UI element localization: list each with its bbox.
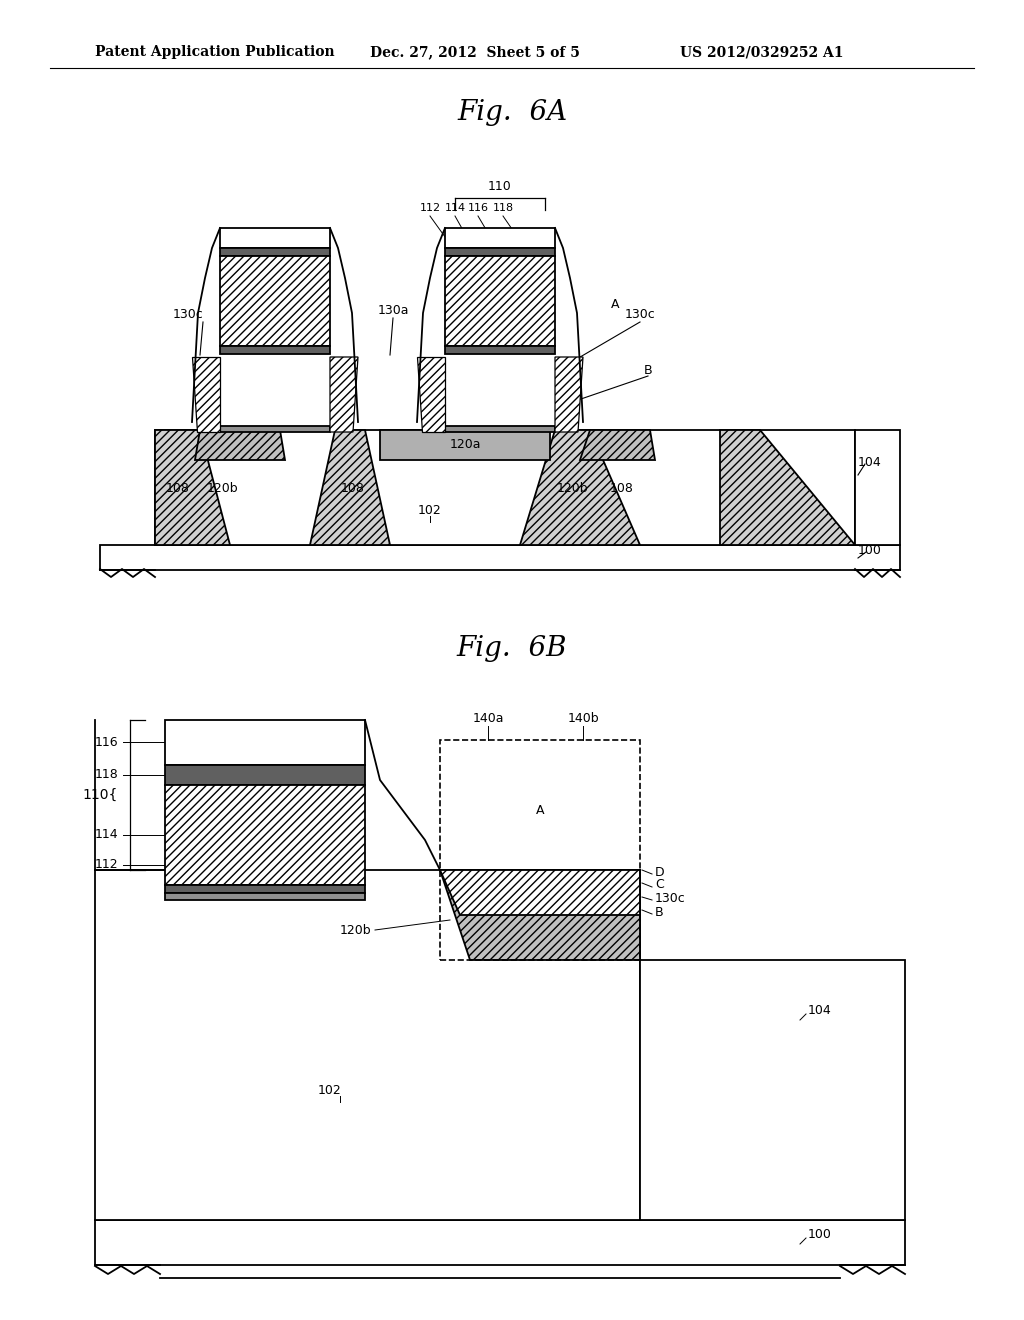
Text: 120b: 120b <box>206 482 238 495</box>
Text: 108: 108 <box>610 482 634 495</box>
Text: 102: 102 <box>318 1084 342 1097</box>
Polygon shape <box>380 430 550 459</box>
Text: 140a: 140a <box>472 711 504 725</box>
Text: A: A <box>610 298 620 312</box>
Text: 100: 100 <box>858 544 882 557</box>
Bar <box>220 426 330 432</box>
Text: 108: 108 <box>166 482 189 495</box>
Bar <box>445 346 555 354</box>
Bar <box>100 545 900 570</box>
Text: 114: 114 <box>444 203 466 213</box>
Text: Fig.  6B: Fig. 6B <box>457 635 567 661</box>
Text: 108: 108 <box>341 482 365 495</box>
Bar <box>95 870 640 1220</box>
Text: 112: 112 <box>420 203 440 213</box>
Text: 116: 116 <box>468 203 488 213</box>
Bar <box>220 346 330 354</box>
Polygon shape <box>440 870 640 915</box>
Bar <box>220 248 330 256</box>
Polygon shape <box>580 430 655 459</box>
Bar <box>855 430 900 545</box>
Text: 112: 112 <box>94 858 118 871</box>
Text: 110: 110 <box>488 180 512 193</box>
Bar <box>155 430 855 545</box>
Polygon shape <box>193 356 220 432</box>
Text: 118: 118 <box>94 768 118 781</box>
Text: C: C <box>655 879 664 891</box>
Text: 130c: 130c <box>625 309 655 322</box>
Text: Fig.  6A: Fig. 6A <box>457 99 567 125</box>
Polygon shape <box>440 870 640 960</box>
Text: B: B <box>644 363 652 376</box>
Text: 100: 100 <box>808 1229 831 1242</box>
Bar <box>95 1220 905 1265</box>
Bar <box>440 741 640 960</box>
Text: 114: 114 <box>94 829 118 842</box>
Bar <box>640 960 905 1220</box>
Text: A: A <box>536 804 544 817</box>
Text: 130a: 130a <box>377 304 409 317</box>
Bar <box>165 766 365 785</box>
Text: US 2012/0329252 A1: US 2012/0329252 A1 <box>680 45 844 59</box>
Bar <box>165 785 365 884</box>
Bar <box>165 719 365 766</box>
Text: 102: 102 <box>418 503 442 516</box>
Text: 104: 104 <box>808 1003 831 1016</box>
Polygon shape <box>155 430 230 545</box>
Bar <box>165 884 365 894</box>
Text: 120b: 120b <box>339 924 371 936</box>
Bar <box>220 228 330 248</box>
Text: Patent Application Publication: Patent Application Publication <box>95 45 335 59</box>
Text: Dec. 27, 2012  Sheet 5 of 5: Dec. 27, 2012 Sheet 5 of 5 <box>370 45 580 59</box>
Polygon shape <box>310 430 390 545</box>
Bar <box>165 894 365 900</box>
Polygon shape <box>195 430 285 459</box>
Text: 118: 118 <box>493 203 514 213</box>
Bar <box>445 256 555 346</box>
Text: 104: 104 <box>858 455 882 469</box>
Polygon shape <box>555 356 583 432</box>
Polygon shape <box>417 356 445 432</box>
Text: 120a: 120a <box>450 438 480 451</box>
Polygon shape <box>330 356 358 432</box>
Bar <box>445 426 555 432</box>
Bar <box>220 256 330 346</box>
Bar <box>445 248 555 256</box>
Bar <box>445 228 555 248</box>
Text: 110{: 110{ <box>83 788 118 803</box>
Text: 116: 116 <box>94 735 118 748</box>
Text: 140b: 140b <box>567 711 599 725</box>
Text: B: B <box>655 906 664 919</box>
Text: 130c: 130c <box>173 309 204 322</box>
Polygon shape <box>720 430 855 545</box>
Text: 130c: 130c <box>655 891 686 904</box>
Text: 120b: 120b <box>556 482 588 495</box>
Text: D: D <box>655 866 665 879</box>
Polygon shape <box>520 430 640 545</box>
